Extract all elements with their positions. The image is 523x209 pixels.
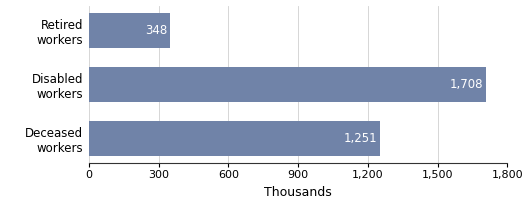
Text: 348: 348 xyxy=(145,24,167,37)
Bar xyxy=(89,67,486,102)
X-axis label: Thousands: Thousands xyxy=(264,186,332,199)
Text: 1,251: 1,251 xyxy=(344,132,378,145)
Bar xyxy=(89,13,170,48)
Text: 1,708: 1,708 xyxy=(450,78,484,91)
Bar xyxy=(89,121,380,156)
